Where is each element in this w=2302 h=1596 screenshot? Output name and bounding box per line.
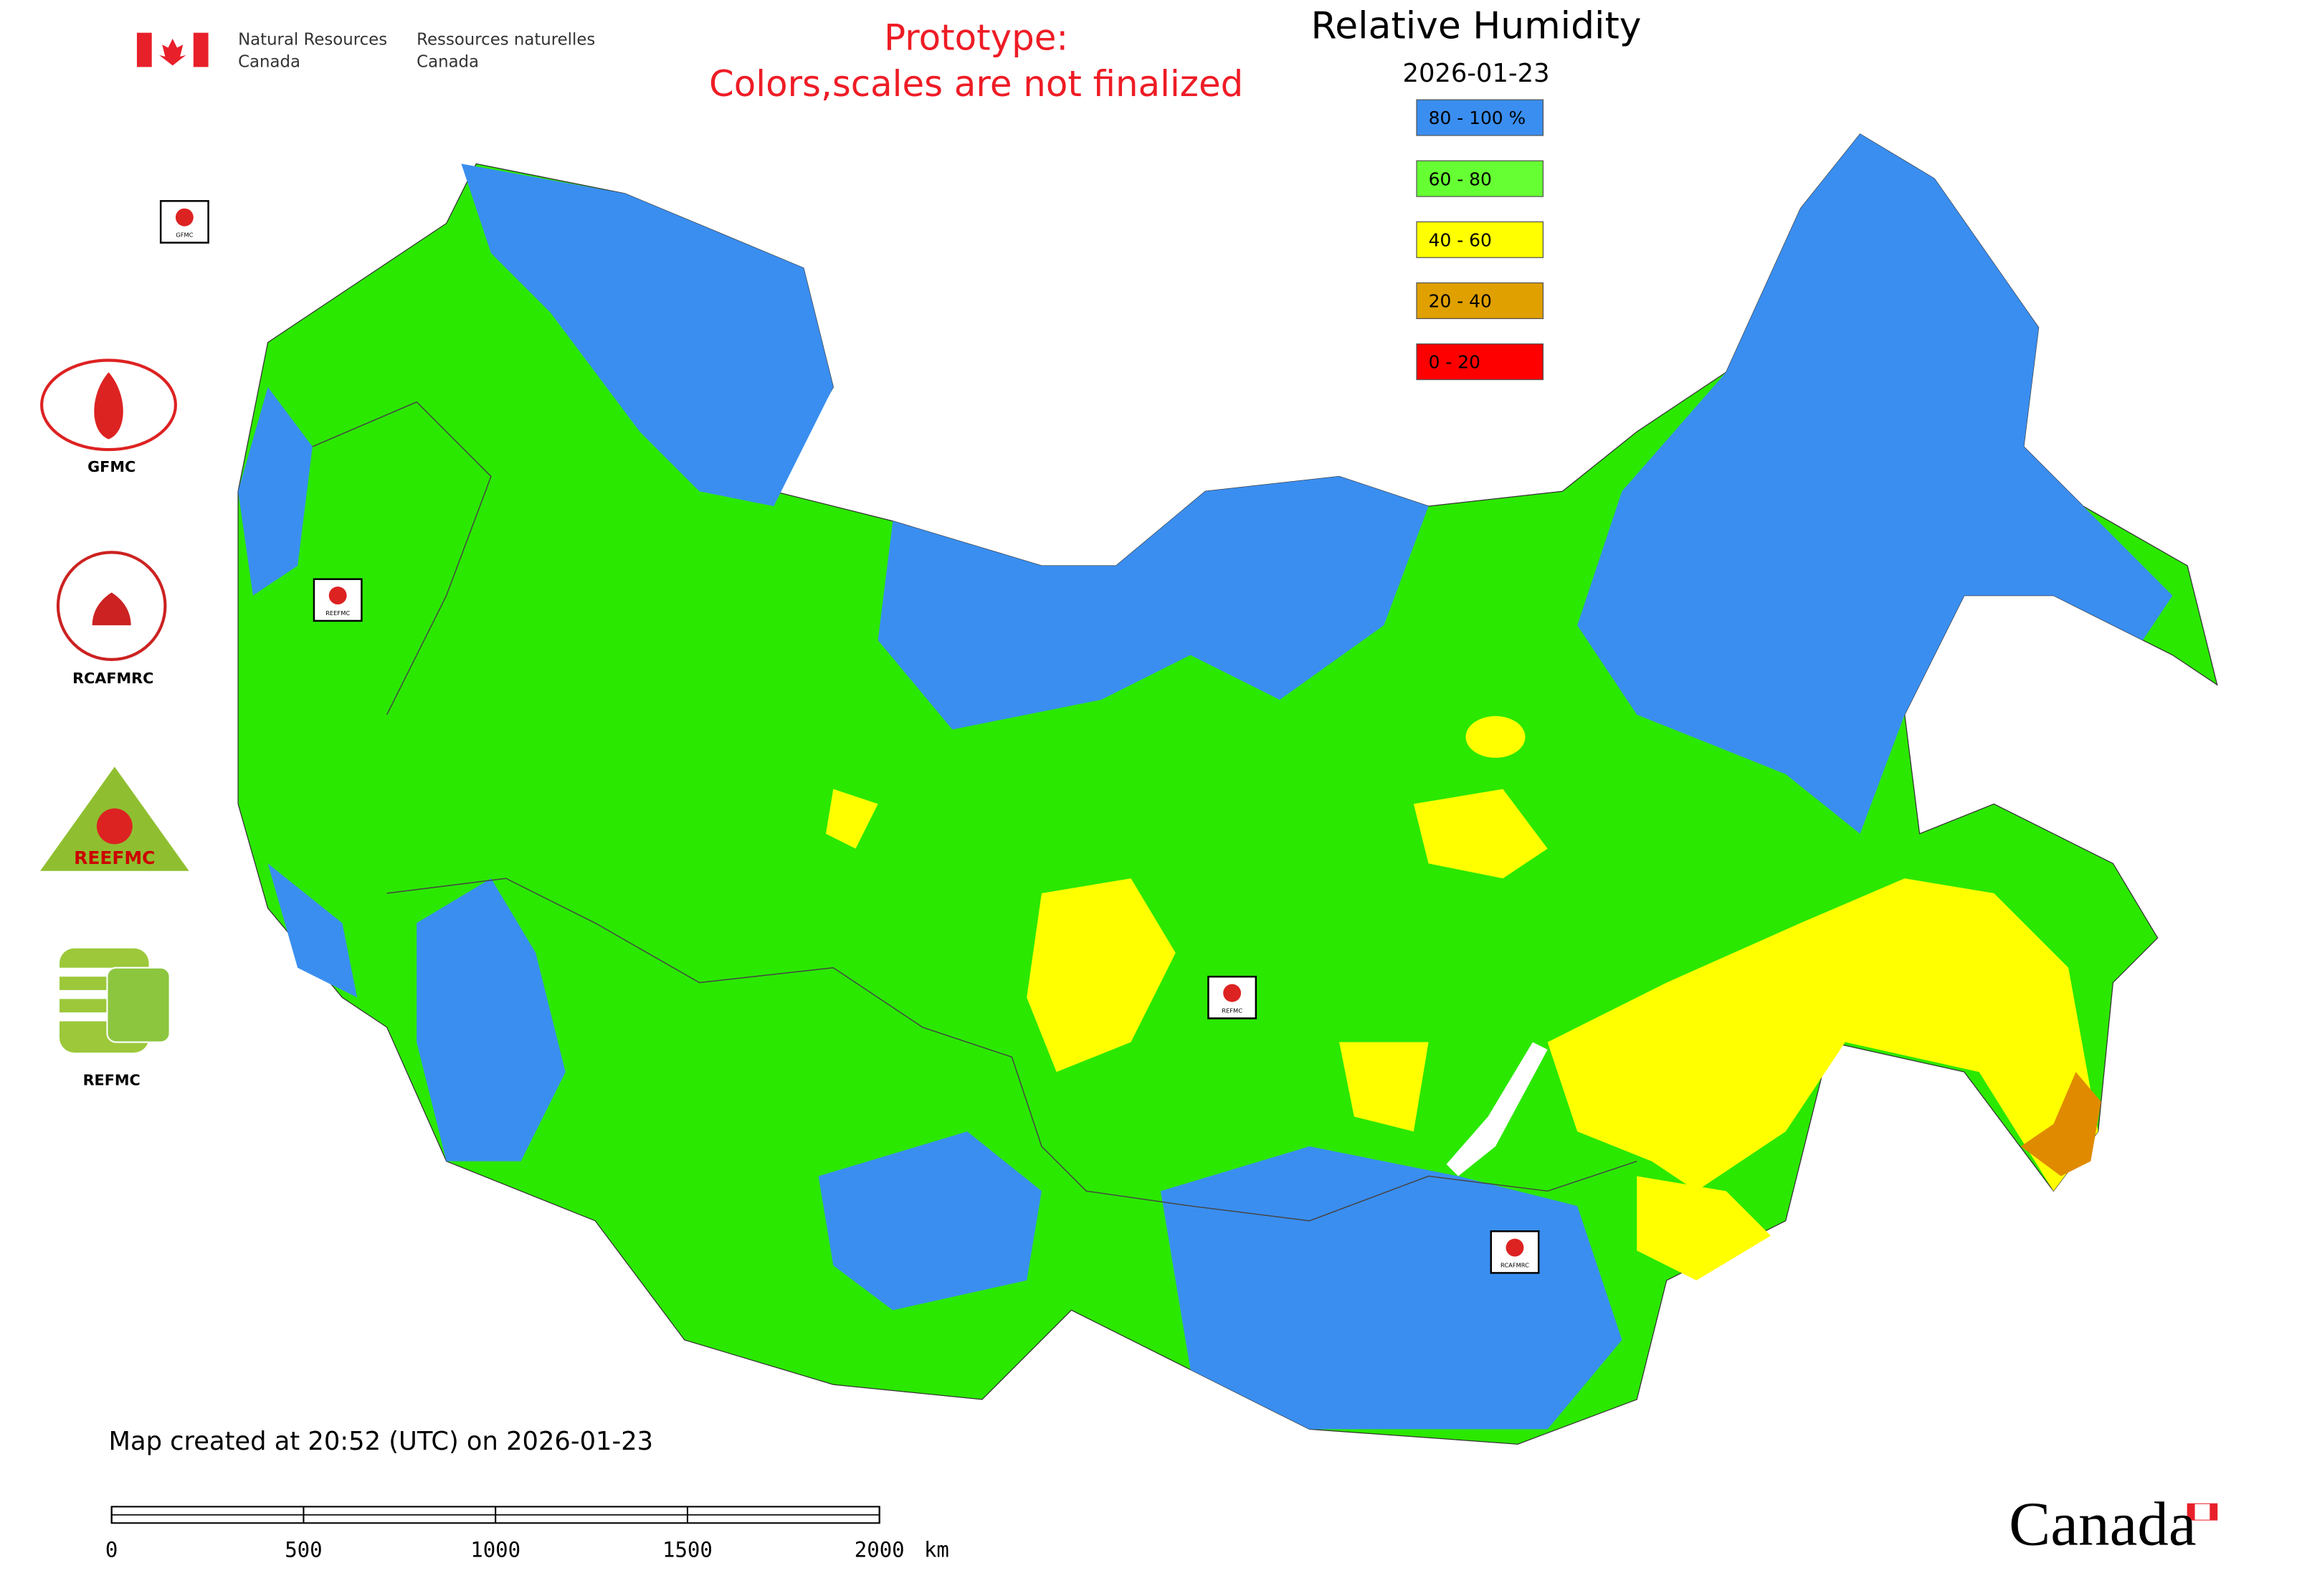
legend-swatch bbox=[1416, 282, 1544, 319]
scale-label: 1500 bbox=[662, 1538, 713, 1562]
marker-icon bbox=[328, 586, 347, 605]
notice: Colors,scales are not finalized bbox=[709, 63, 1243, 105]
scale-label: 0 bbox=[105, 1538, 118, 1562]
marker-icon bbox=[175, 208, 194, 227]
legend-label: 20 - 40 bbox=[1429, 291, 1492, 312]
partner-logo bbox=[56, 551, 167, 661]
region bbox=[267, 863, 358, 998]
marker-box bbox=[313, 578, 363, 622]
legend-swatch bbox=[1416, 343, 1544, 381]
legend-label: 60 - 80 bbox=[1429, 168, 1492, 189]
legend-swatch bbox=[1416, 221, 1544, 258]
region bbox=[1465, 716, 1526, 758]
agency-fr: Canada bbox=[417, 53, 479, 72]
dry-areas bbox=[825, 716, 2098, 1281]
border bbox=[312, 401, 492, 716]
legend: 80 - 100 % 60 - 80 40 - 60 20 - 40 0 - 20 bbox=[1416, 99, 1544, 381]
logo-label: GFMC bbox=[87, 458, 135, 475]
region bbox=[825, 789, 878, 849]
legend-date: 2026-01-23 bbox=[1403, 59, 1550, 88]
legend-label: 80 - 100 % bbox=[1429, 108, 1526, 128]
notice: Prototype: bbox=[884, 17, 1068, 59]
scale-label: 2000 bbox=[855, 1538, 905, 1562]
logo-label: REFMC bbox=[83, 1072, 141, 1089]
agency-en: Natural Resources bbox=[238, 31, 387, 49]
canada-flag bbox=[2187, 1503, 2218, 1521]
region bbox=[417, 878, 566, 1162]
scale-unit: km bbox=[924, 1538, 949, 1562]
legend-title: Relative Humidity bbox=[1311, 4, 1642, 47]
lake-baikal bbox=[1446, 1042, 1548, 1177]
partner-logo bbox=[40, 766, 189, 871]
region bbox=[1547, 878, 2098, 1192]
logo-label: REEFMC bbox=[74, 847, 155, 868]
legend-swatch bbox=[1416, 99, 1544, 136]
region bbox=[1577, 133, 2173, 834]
region bbox=[818, 1131, 1042, 1311]
created-note: Map created at 20:52 (UTC) on 2026-01-23 bbox=[109, 1427, 654, 1456]
map: GFMC REEFMC REFMC RCAFMRC bbox=[159, 133, 2218, 1445]
marker-label: REEFMC bbox=[325, 609, 350, 617]
marker-icon bbox=[1223, 984, 1242, 1002]
region bbox=[461, 163, 834, 507]
scale-label: 500 bbox=[285, 1538, 322, 1562]
border bbox=[386, 878, 1637, 1222]
legend-swatch bbox=[1416, 160, 1544, 197]
region bbox=[1339, 1042, 1429, 1132]
partner-logo bbox=[40, 358, 177, 452]
agency-en: Canada bbox=[238, 53, 300, 72]
legend-label: 40 - 60 bbox=[1429, 229, 1492, 250]
scale-label: 1000 bbox=[470, 1538, 520, 1562]
marker-label: REFMC bbox=[1222, 1007, 1242, 1014]
region bbox=[1413, 789, 1548, 879]
canada-wordmark: Canada bbox=[2009, 1489, 2196, 1559]
scale-bar: 0 500 1000 1500 2000 km bbox=[105, 1506, 949, 1562]
map-markers: GFMC REEFMC REFMC RCAFMRC bbox=[159, 200, 1540, 1274]
partner-logo bbox=[60, 948, 171, 1053]
region bbox=[1637, 1176, 1771, 1281]
region bbox=[1027, 878, 1176, 1073]
nrcan-flag bbox=[136, 32, 209, 67]
marker-label: GFMC bbox=[176, 232, 193, 239]
agency-fr: Ressources naturelles bbox=[417, 31, 595, 49]
marker-icon bbox=[1506, 1238, 1524, 1257]
marker-label: RCAFMRC bbox=[1500, 1262, 1529, 1269]
dry-region-orange bbox=[2020, 1072, 2101, 1177]
legend-label: 0 - 20 bbox=[1429, 352, 1480, 373]
borders bbox=[312, 401, 1637, 1222]
logo-label: RCAFMRC bbox=[72, 670, 153, 687]
region bbox=[238, 386, 313, 596]
humid-areas bbox=[238, 133, 2173, 1430]
region bbox=[877, 476, 1429, 730]
